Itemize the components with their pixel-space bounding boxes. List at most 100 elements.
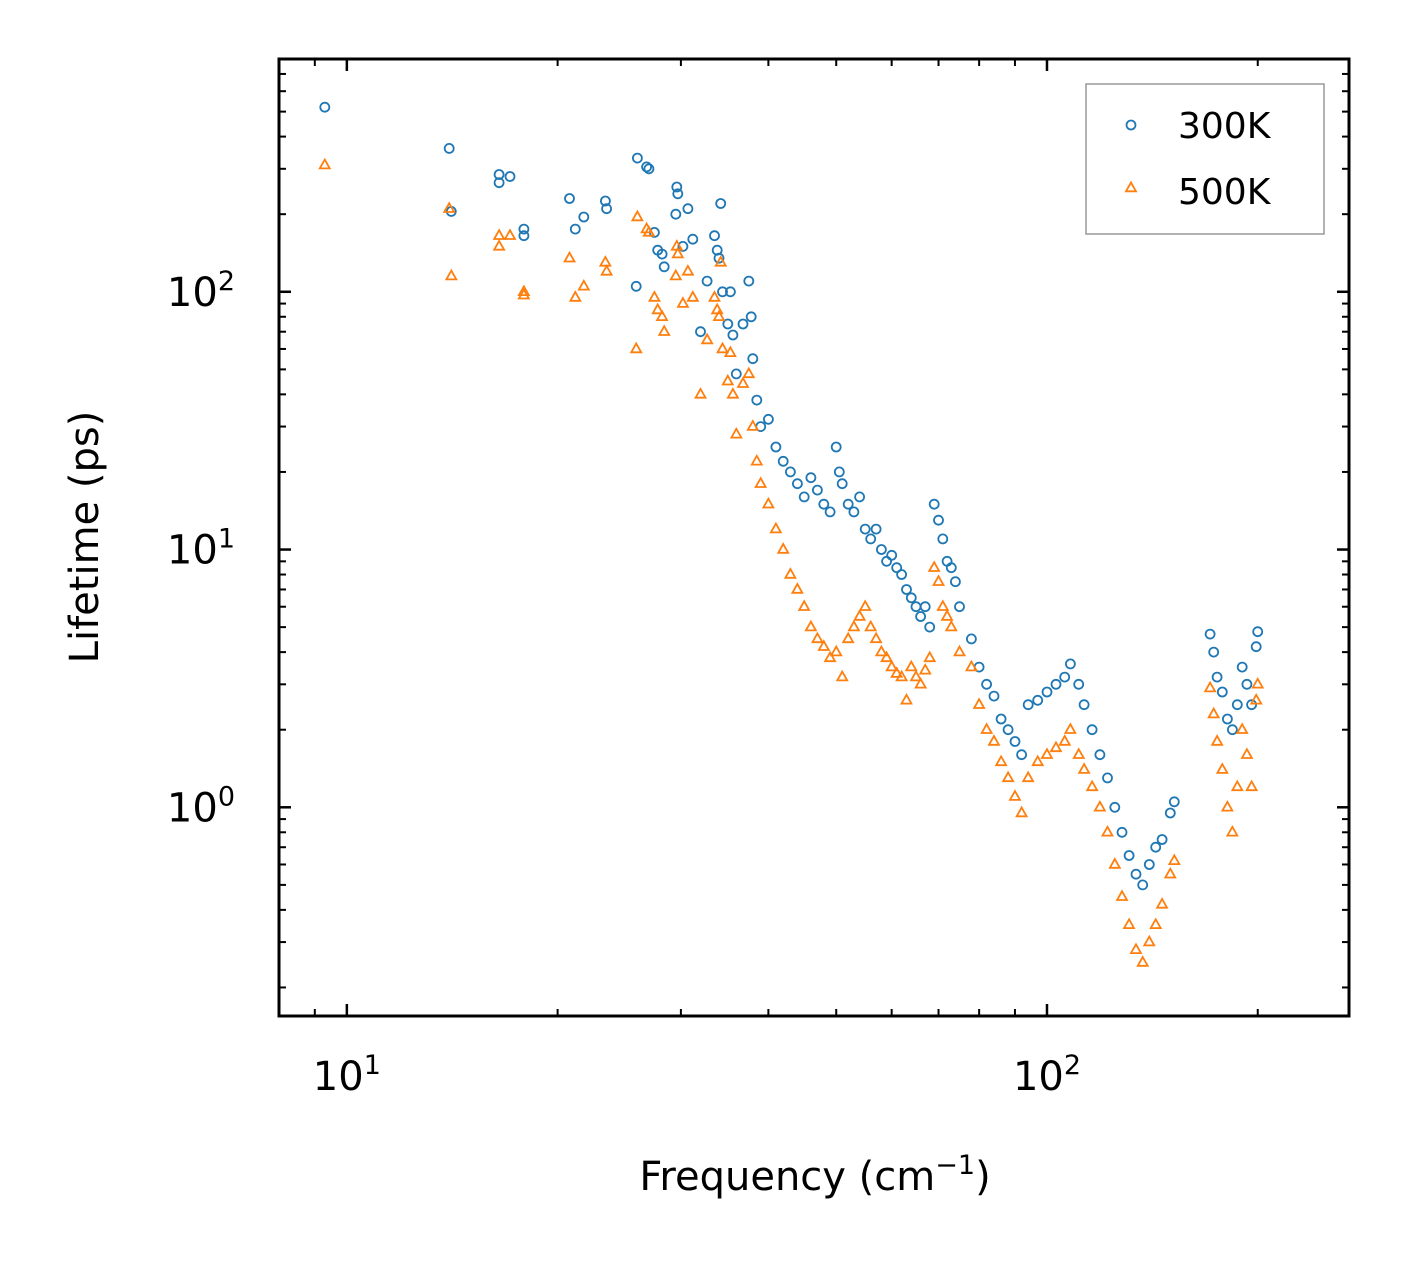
data-point-500k bbox=[810, 631, 824, 644]
data-point-300k bbox=[818, 498, 830, 510]
legend-marker-300k bbox=[1125, 119, 1137, 131]
data-point-300k bbox=[1137, 879, 1149, 891]
data-point-500k bbox=[783, 567, 797, 579]
data-point-300k bbox=[1208, 646, 1220, 658]
data-point-500k bbox=[953, 644, 967, 657]
data-point-500k bbox=[1163, 866, 1177, 879]
data-point-500k bbox=[776, 542, 790, 554]
data-point-300k bbox=[672, 188, 684, 200]
data-point-300k bbox=[1168, 796, 1180, 808]
data-point-300k bbox=[722, 318, 734, 330]
data-point-500k bbox=[835, 669, 849, 682]
data-point-300k bbox=[1116, 826, 1128, 838]
y-ticks: 100 101 102 bbox=[167, 58, 1349, 989]
data-point-300k bbox=[1123, 850, 1135, 861]
data-point-500k bbox=[642, 225, 656, 237]
data-point-500k bbox=[918, 662, 932, 675]
data-point-500k bbox=[563, 250, 577, 263]
data-point-300k bbox=[763, 413, 774, 425]
data-point-500k bbox=[761, 496, 775, 509]
data-point-500k bbox=[1015, 805, 1029, 818]
data-point-500k bbox=[804, 619, 818, 632]
data-point-300k bbox=[950, 576, 961, 588]
data-point-500k bbox=[600, 264, 614, 276]
x-tick-label: 101 bbox=[313, 1050, 381, 1100]
data-point-500k bbox=[1167, 853, 1181, 865]
data-point-300k bbox=[981, 678, 992, 690]
data-point-500k bbox=[1155, 897, 1169, 909]
data-point-300k bbox=[713, 252, 725, 264]
data-point-300k bbox=[1204, 628, 1216, 640]
data-point-300k bbox=[1246, 699, 1257, 711]
data-point-500k bbox=[746, 419, 760, 431]
data-point-500k bbox=[1249, 692, 1263, 705]
y-tick-label: 102 bbox=[167, 266, 235, 316]
data-point-300k bbox=[1002, 724, 1014, 736]
data-point-500k bbox=[712, 309, 726, 322]
data-point-300k bbox=[1236, 661, 1248, 673]
data-point-300k bbox=[671, 181, 683, 193]
data-point-500k bbox=[714, 255, 728, 267]
data-point-300k bbox=[682, 203, 694, 215]
data-point-300k bbox=[886, 549, 898, 561]
y-axis-label: Lifetime (ps) bbox=[62, 411, 108, 664]
data-point-300k bbox=[658, 261, 670, 273]
data-point-300k bbox=[715, 198, 727, 209]
data-point-500k bbox=[1203, 680, 1217, 693]
data-point-300k bbox=[737, 318, 749, 330]
data-point-500k bbox=[904, 659, 918, 672]
data-point-300k bbox=[725, 286, 736, 298]
data-point-300k bbox=[493, 177, 505, 189]
data-point-300k bbox=[1073, 678, 1085, 690]
data-point-500k bbox=[1093, 799, 1107, 812]
data-point-500k bbox=[1129, 942, 1143, 954]
data-point-500k bbox=[1031, 754, 1045, 767]
data-point-300k bbox=[954, 601, 965, 613]
data-point-500k bbox=[651, 302, 665, 315]
data-point-500k bbox=[1001, 770, 1015, 783]
data-point-500k bbox=[517, 284, 531, 297]
data-point-300k bbox=[670, 208, 682, 220]
data-point-300k bbox=[656, 248, 668, 260]
data-point-300k bbox=[1022, 699, 1034, 711]
data-point-300k bbox=[1086, 724, 1098, 736]
data-point-500k bbox=[895, 669, 909, 682]
data-point-500k bbox=[1245, 779, 1259, 792]
data-point-300k bbox=[812, 484, 823, 496]
data-point-300k bbox=[727, 329, 739, 341]
data-point-300k bbox=[830, 441, 842, 453]
data-point-500k bbox=[885, 659, 899, 672]
data-point-300k bbox=[919, 601, 931, 613]
data-point-300k bbox=[1231, 699, 1243, 711]
data-point-300k bbox=[988, 690, 1000, 702]
data-point-500k bbox=[1240, 747, 1254, 759]
data-point-500k bbox=[1142, 934, 1156, 947]
data-point-500k bbox=[681, 264, 695, 276]
data-point-500k bbox=[923, 650, 937, 663]
data-point-300k bbox=[1094, 749, 1106, 761]
data-point-500k bbox=[1207, 706, 1221, 719]
data-point-300k bbox=[1050, 678, 1062, 690]
data-point-300k bbox=[709, 230, 720, 242]
data-point-300k bbox=[1241, 678, 1253, 690]
data-point-300k bbox=[870, 523, 882, 535]
data-point-500k bbox=[1225, 824, 1239, 837]
data-point-300k bbox=[1143, 859, 1155, 870]
data-point-300k bbox=[937, 533, 949, 545]
data-point-500k bbox=[657, 324, 671, 336]
data-point-300k bbox=[865, 533, 877, 545]
data-point-300k bbox=[785, 466, 796, 478]
data-point-300k bbox=[1102, 772, 1113, 784]
data-point-500k bbox=[1021, 770, 1035, 783]
data-point-500k bbox=[1215, 762, 1229, 774]
data-point-500k bbox=[721, 373, 735, 386]
data-point-500k bbox=[647, 290, 661, 302]
x-axis-label: Frequency (cm−1) bbox=[639, 1150, 990, 1200]
data-point-500k bbox=[444, 268, 458, 281]
data-point-300k bbox=[833, 466, 845, 478]
data-point-300k bbox=[677, 240, 689, 252]
data-point-500k bbox=[829, 644, 843, 657]
data-point-500k bbox=[980, 722, 994, 734]
data-point-500k bbox=[909, 669, 923, 682]
